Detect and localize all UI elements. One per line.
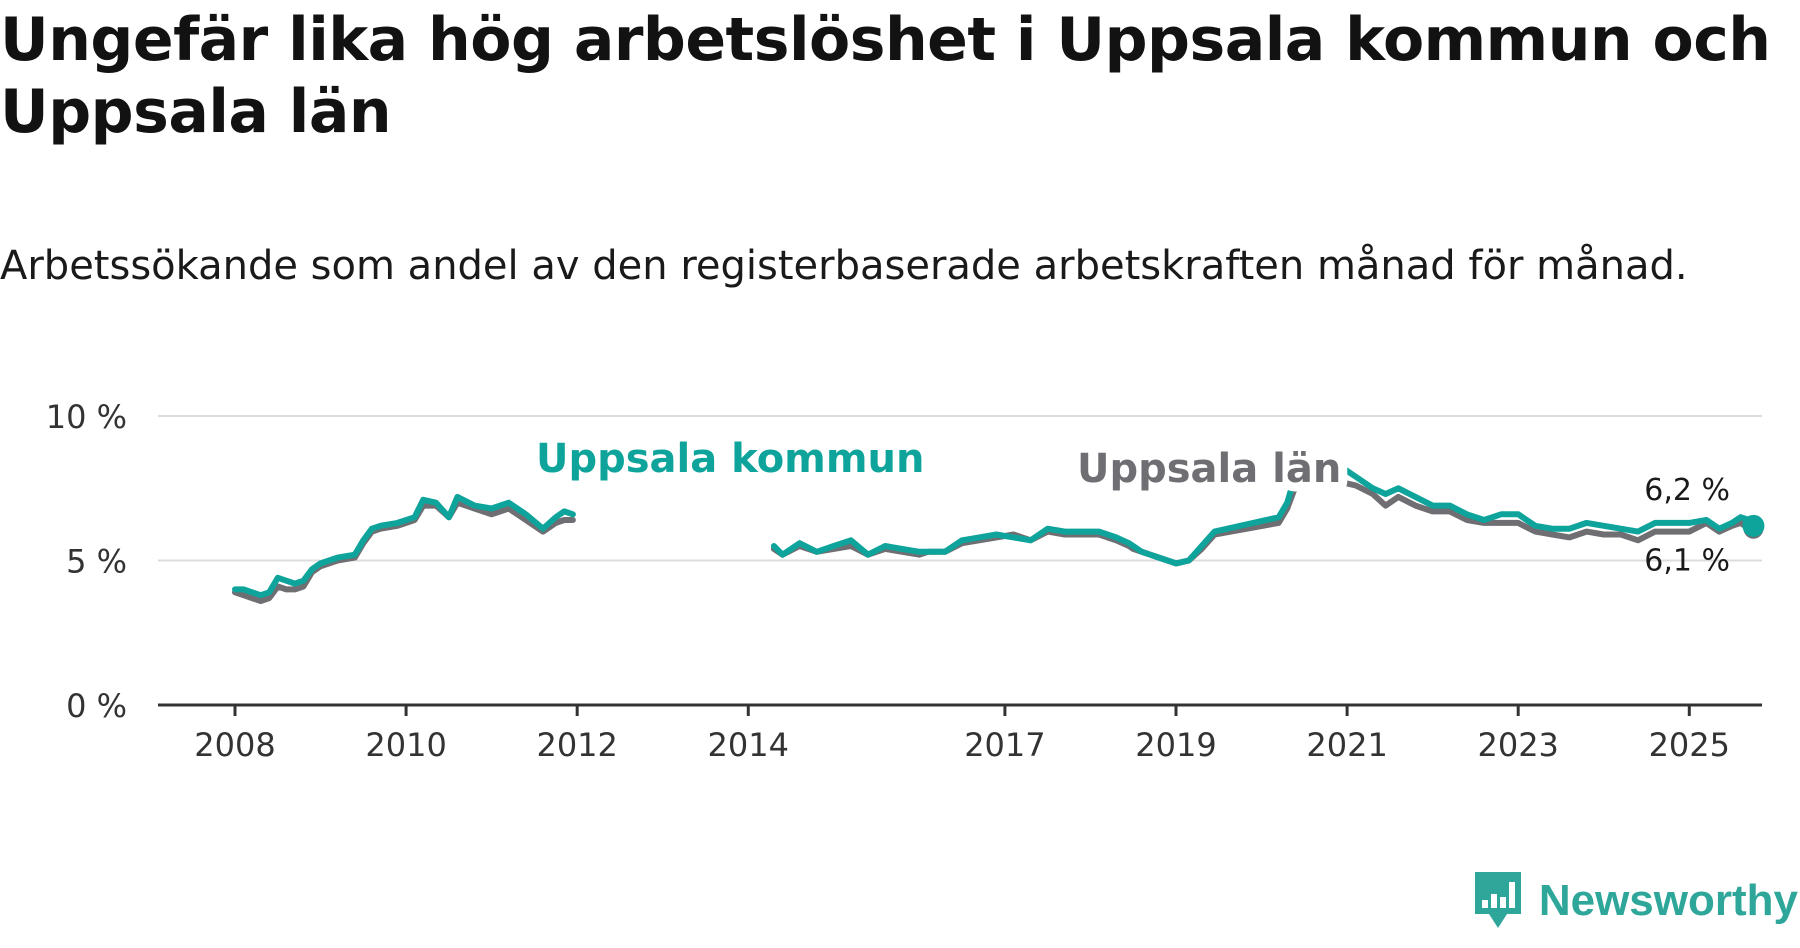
y-tick-label: 5 % [66, 543, 127, 581]
x-tick-label: 2010 [365, 726, 446, 764]
chart-subtitle: Arbetssökande som andel av den registerb… [0, 243, 1688, 289]
x-tick-label: 2014 [708, 726, 789, 764]
series-label-uppsala-lan: Uppsala län [1077, 446, 1341, 492]
newsworthy-logo-icon [1474, 872, 1521, 928]
y-tick-label: 10 % [46, 398, 127, 436]
x-tick-label: 2017 [964, 726, 1045, 764]
series-line-uppsala-kommun [232, 450, 1757, 599]
end-label-uppsala-lan: 6,1 % [1644, 544, 1730, 579]
end-point-uppsala-kommun [1742, 514, 1765, 537]
x-tick-label: 2019 [1135, 726, 1216, 764]
line-chart: 0 % 5 % 10 % 2008 2010 2012 2014 2017 2019 2021 20… [46, 398, 1765, 764]
x-tick-label: 2012 [536, 726, 617, 764]
series-label-uppsala-kommun: Uppsala kommun [536, 436, 925, 482]
x-tick-label: 2021 [1306, 726, 1387, 764]
end-label-uppsala-kommun: 6,2 % [1644, 473, 1730, 508]
y-tick-label: 0 % [66, 687, 127, 725]
newsworthy-brand: Newsworthy [1473, 870, 1798, 932]
x-tick-label: 2008 [194, 726, 275, 764]
x-tick-label: 2025 [1649, 726, 1730, 764]
x-tick-label: 2023 [1477, 726, 1558, 764]
chart-title: Ungefär lika hög arbetslöshet i Uppsala … [0, 5, 1771, 147]
brand-name: Newsworthy [1538, 876, 1798, 925]
